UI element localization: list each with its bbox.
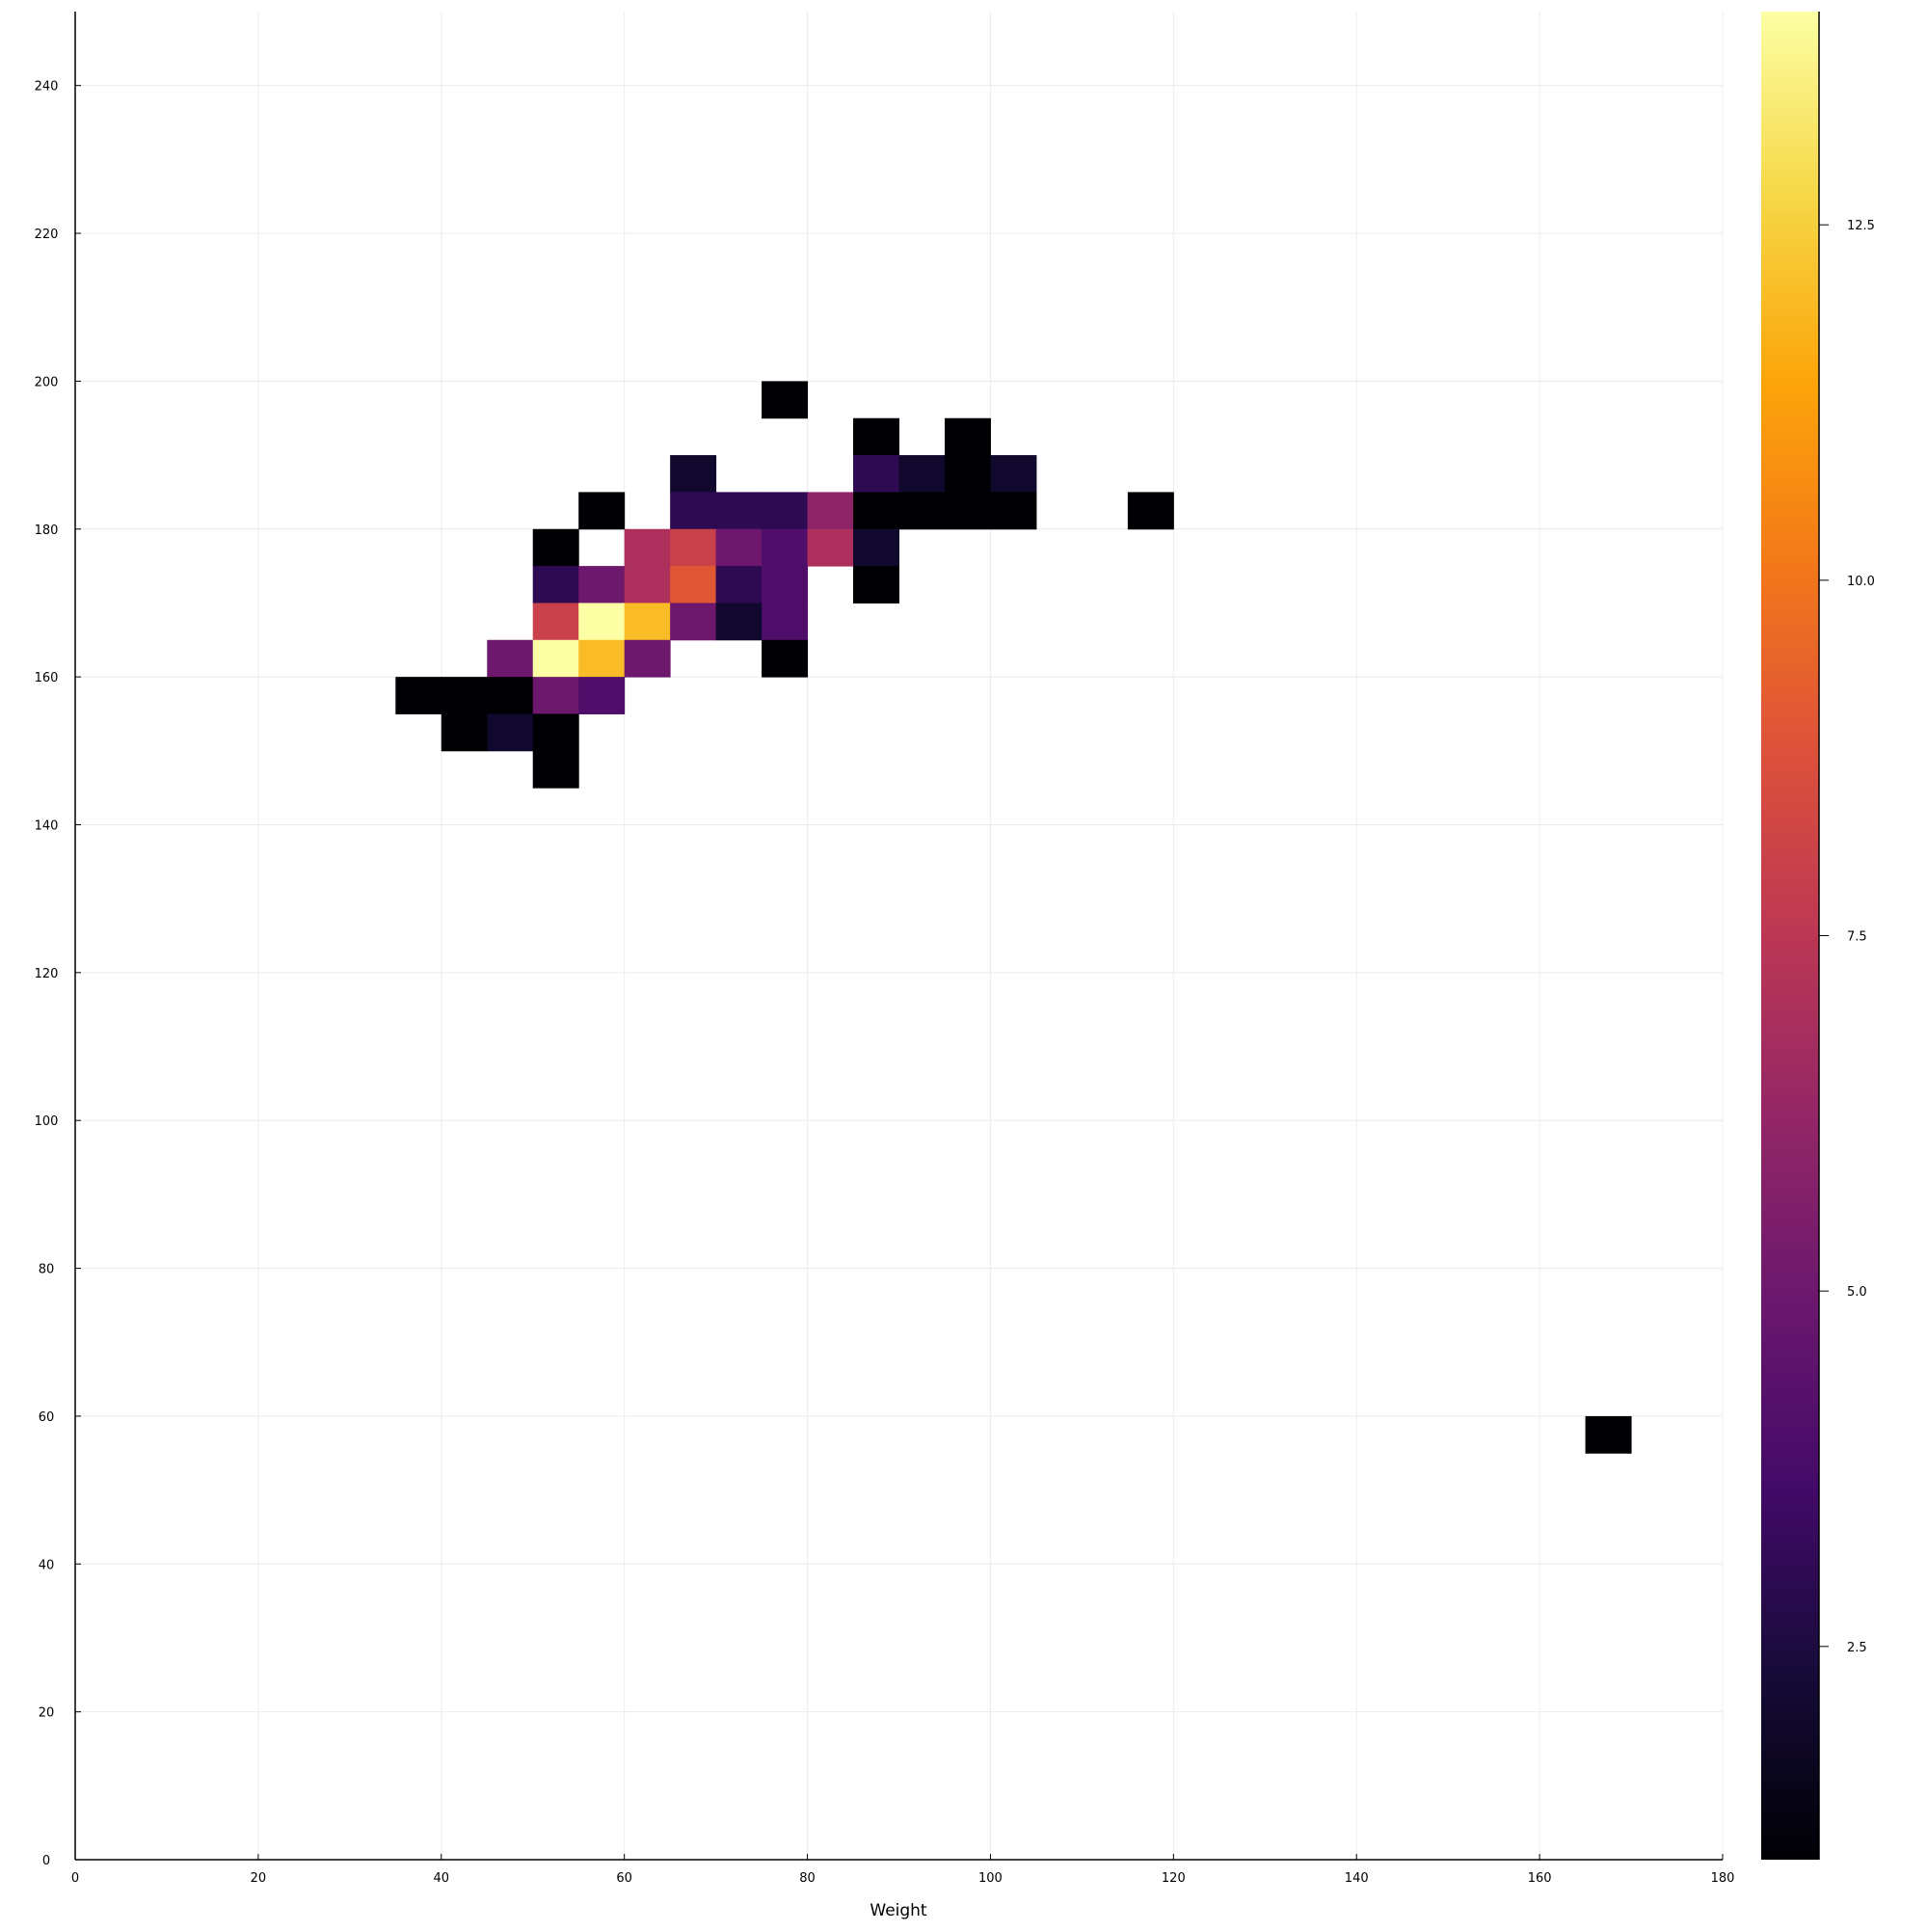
heatmap-cell (853, 566, 899, 604)
y-tick-label: 20 (39, 1706, 55, 1721)
y-tick-label: 0 (42, 1854, 50, 1868)
x-tick-label: 0 (71, 1871, 79, 1886)
heatmap-cell (624, 566, 671, 604)
heatmap-cell (487, 677, 534, 714)
heatmap-cell (578, 603, 626, 641)
y-tick-label: 100 (35, 1114, 59, 1129)
colorbar-tick-label: 2.5 (1847, 1641, 1867, 1655)
heatmap-cell (670, 566, 717, 604)
heatmap-cell (1585, 1415, 1632, 1454)
heatmap-cell (487, 639, 534, 678)
colorbar-gradient (1761, 12, 1819, 1860)
y-tick-label: 60 (39, 1410, 55, 1425)
heatmap-cell (670, 528, 717, 567)
x-tick-label: 120 (1162, 1871, 1186, 1886)
colorbar-tick-label: 5.0 (1847, 1285, 1867, 1300)
heatmap-cell (532, 566, 579, 604)
y-tick-label: 160 (35, 671, 59, 685)
heatmap-cell (624, 603, 671, 641)
heatmap-cell (578, 677, 626, 714)
y-axis-ticks: 0 20 40 60 80 100 120 140 160 180 200 220 240 (35, 80, 81, 1868)
heatmap-cell (762, 566, 809, 604)
heatmap-cell (487, 713, 534, 752)
y-tick-label: 80 (39, 1263, 55, 1277)
heatmap-cell (853, 417, 899, 456)
heatmap-cell (807, 528, 854, 567)
y-tick-label: 120 (35, 967, 59, 981)
heatmap-cell (715, 566, 763, 604)
x-tick-label: 20 (251, 1871, 267, 1886)
colorbar-tick-label: 7.5 (1847, 930, 1867, 945)
colorbar: 2.5 5.0 7.5 10.0 12.5 (1761, 12, 1875, 1860)
heatmap-cell (944, 417, 991, 456)
heatmap-cell (395, 677, 442, 714)
heatmap-cell (532, 713, 579, 752)
colorbar-tick-label: 12.5 (1847, 219, 1875, 233)
x-tick-label: 140 (1345, 1871, 1369, 1886)
heatmap-cell (578, 566, 626, 604)
heatmap-cell (762, 603, 809, 641)
heatmap-cell (624, 639, 671, 678)
heatmap-cell (715, 528, 763, 567)
heatmap-cell (532, 528, 579, 567)
heatmap-cell (990, 492, 1037, 530)
heatmap-cell (762, 528, 809, 567)
heatmap-cell (807, 492, 854, 530)
heatmap-cell (853, 455, 899, 493)
colorbar-tick-label: 10.0 (1847, 575, 1875, 589)
x-axis-ticks: 0 20 40 60 80 100 120 140 160 180 (71, 1854, 1735, 1886)
heatmap-cell (853, 528, 899, 567)
heatmap-cell (578, 492, 626, 530)
x-axis-label: Weight (870, 1901, 927, 1920)
heatmap-cell (670, 492, 717, 530)
colorbar-ticks: 2.5 5.0 7.5 10.0 12.5 (1819, 219, 1875, 1655)
heatmap-cell (1127, 492, 1174, 530)
y-tick-label: 220 (35, 228, 59, 242)
heatmap-cell (990, 455, 1037, 493)
y-tick-label: 180 (35, 523, 59, 538)
heatmap-cell (715, 492, 763, 530)
x-tick-label: 100 (978, 1871, 1003, 1886)
heatmap-cell (762, 381, 809, 419)
heatmap-cell (578, 639, 626, 678)
heatmap-cell (944, 455, 991, 493)
heatmap-cell (898, 455, 946, 493)
heatmap-cell (715, 603, 763, 641)
x-tick-label: 160 (1528, 1871, 1552, 1886)
heatmap-cell (670, 603, 717, 641)
y-tick-label: 40 (39, 1558, 55, 1572)
heatmap-cell (762, 492, 809, 530)
y-tick-label: 140 (35, 818, 59, 833)
heatmap-cell (670, 455, 717, 493)
grid-lines (75, 12, 1724, 1860)
heatmap-cell (441, 677, 488, 714)
y-tick-label: 240 (35, 80, 59, 94)
x-tick-label: 80 (799, 1871, 816, 1886)
heatmap-cell (532, 639, 579, 678)
heatmap-cells (395, 381, 1632, 1454)
heatmap-cell (853, 492, 899, 530)
x-tick-label: 40 (434, 1871, 450, 1886)
heatmap-cell (624, 528, 671, 567)
y-tick-label: 200 (35, 375, 59, 389)
heatmap-cell (944, 492, 991, 530)
heatmap-cell (532, 677, 579, 714)
heatmap-cell (532, 603, 579, 641)
heatmap-cell (532, 750, 579, 789)
axes (74, 12, 1723, 1861)
heatmap-cell (762, 639, 809, 678)
x-tick-label: 180 (1711, 1871, 1735, 1886)
heatmap-cell (441, 713, 488, 752)
heatmap-cell (898, 492, 946, 530)
x-tick-label: 60 (616, 1871, 632, 1886)
